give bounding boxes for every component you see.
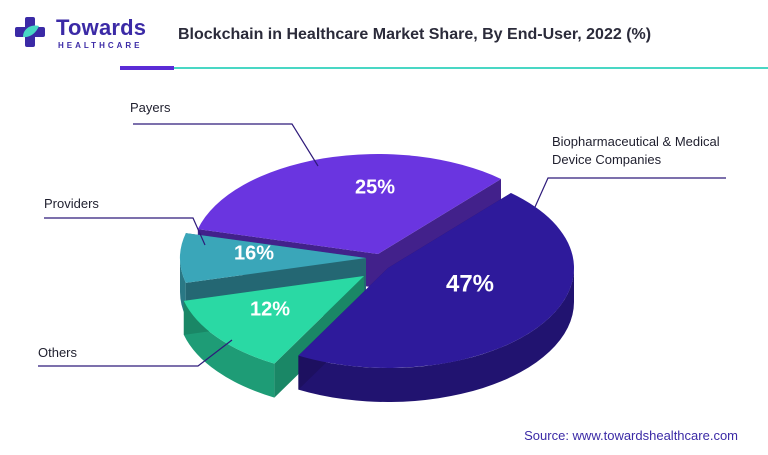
brand-name: Towards <box>56 15 147 40</box>
slice-side <box>298 268 574 402</box>
slice-side <box>183 300 275 398</box>
page-title: Blockchain in Healthcare Market Share, B… <box>178 26 652 43</box>
brand-logo: Towards HEALTHCARE <box>10 12 160 52</box>
pie-slice-1 <box>298 192 574 402</box>
leader-line-1 <box>534 177 726 208</box>
source-note: Source: www.towardshealthcare.com <box>524 428 738 443</box>
brand-subtitle: HEALTHCARE <box>58 41 143 50</box>
health-cross-icon <box>15 17 45 47</box>
data-label-1: 47% <box>446 270 494 297</box>
header-rule-accent <box>120 66 174 70</box>
data-label-4: 12% <box>250 298 290 320</box>
category-label-3: Providers <box>44 196 99 211</box>
slice-top <box>298 192 574 368</box>
leader-line-3 <box>44 217 206 246</box>
slice-top <box>197 154 502 254</box>
category-label-1: Biopharmaceutical & Medical Device Compan… <box>552 134 720 167</box>
header-rule <box>174 67 768 69</box>
leader-line-2 <box>133 123 319 167</box>
data-label-2: 25% <box>355 176 395 198</box>
category-label-4: Others <box>38 345 78 360</box>
leader-line-4 <box>38 339 233 367</box>
category-label-2: Payers <box>130 100 171 115</box>
slice-top <box>180 233 366 283</box>
data-label-3: 16% <box>234 242 274 264</box>
